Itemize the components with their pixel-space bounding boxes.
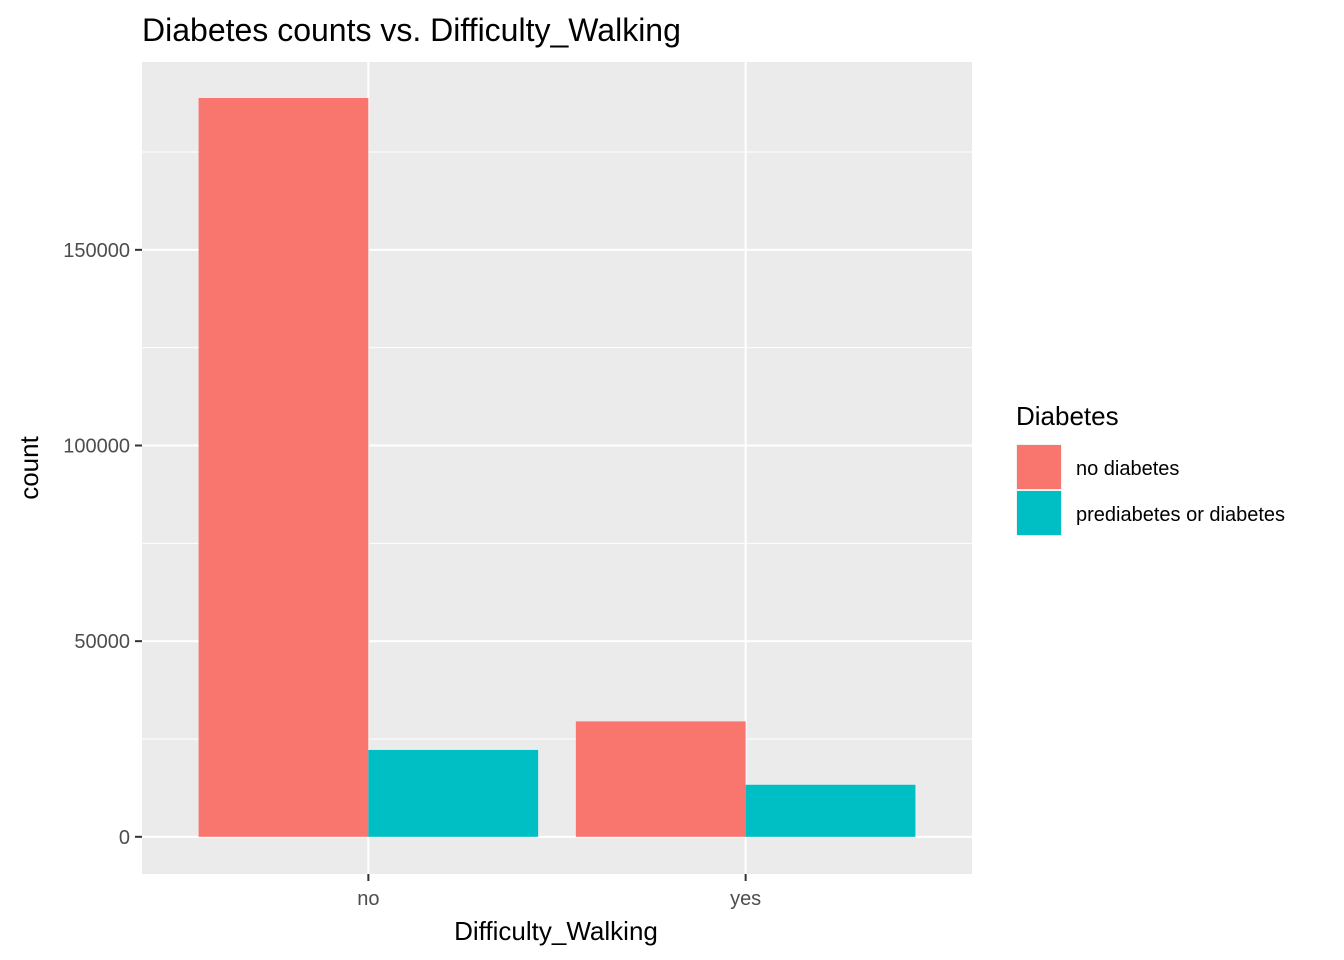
y-tick-label: 0 [119, 827, 130, 849]
legend-key-prediabetes-or-diabetes [1017, 491, 1061, 535]
bar-yes-prediabetes-or-diabetes [745, 784, 916, 837]
legend-key-no-diabetes [1017, 445, 1061, 489]
legend-title: Diabetes [1016, 401, 1119, 431]
legend: Diabetes no diabetes prediabetes or diabe… [1016, 401, 1285, 536]
x-axis: no yes [357, 874, 761, 910]
x-tick-label-yes: yes [730, 888, 761, 910]
bar-no-no-diabetes [198, 98, 369, 837]
chart-title: Diabetes counts vs. Difficulty_Walking [142, 12, 681, 48]
bars [198, 98, 916, 837]
y-tick-label: 50000 [74, 631, 130, 653]
y-tick-label: 100000 [63, 435, 130, 457]
y-axis: 0 50000 100000 150000 [63, 240, 142, 849]
x-tick-label-no: no [357, 888, 379, 910]
bar-no-prediabetes-or-diabetes [368, 749, 539, 837]
legend-label-prediabetes-or-diabetes: prediabetes or diabetes [1076, 504, 1285, 526]
y-tick-label: 150000 [63, 240, 130, 262]
bar-yes-no-diabetes [575, 721, 746, 837]
x-axis-title: Difficulty_Walking [454, 916, 658, 946]
y-axis-title: count [14, 435, 44, 499]
legend-label-no-diabetes: no diabetes [1076, 458, 1179, 480]
